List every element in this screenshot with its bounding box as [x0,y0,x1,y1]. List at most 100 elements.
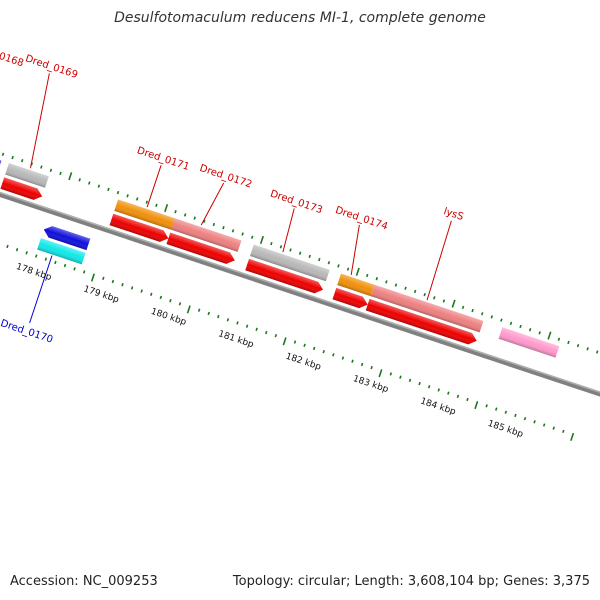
map-title: Desulfotomaculum reducens MI-1, complete… [114,10,486,26]
gene-label[interactable]: Dred_0172 [198,163,253,191]
gene-next-feature[interactable] [498,327,560,358]
reverse-tick [217,314,220,319]
genome-backbone-highlight [0,160,600,396]
reverse-tick [6,244,9,249]
forward-tick [59,171,62,176]
forward-tick [442,299,446,303]
gene-lyss-feature[interactable] [370,284,484,333]
reverse-tick [102,276,105,281]
scale-label-layer: 178 kbp 179 kbp 180 kbp 181 kbp 182 kbp 183 k… [15,262,525,440]
gene-dred-0171-feature[interactable] [114,199,176,230]
reverse-tick [485,404,488,408]
forward-tick [500,318,503,322]
reverse-tick [514,413,517,418]
gene-dred-0174-feature[interactable] [337,273,375,297]
reverse-tick [274,334,278,338]
forward-tick [40,165,43,169]
scale-label: 182 kbp [284,352,322,373]
cds-arrow-dred-0170-reverse[interactable] [42,224,91,251]
cds-arrow-dred-0169[interactable] [0,177,44,202]
forward-tick [355,267,360,276]
scale-label: 184 kbp [419,396,457,417]
gene-label[interactable]: Dred_0173 [269,189,324,217]
reverse-tick [140,289,143,293]
forward-tick [222,225,225,230]
reverse-tick [82,270,86,274]
forward-tick [289,248,292,252]
cds-arrow-dred-0173[interactable] [245,258,325,296]
gene-dred-0170-feature[interactable] [37,238,86,265]
reverse-tick [542,423,546,427]
forward-tick [1,152,5,157]
forward-tick [471,308,474,313]
reverse-tick [427,385,431,389]
label-leader-line [426,220,452,301]
reverse-tick [197,308,201,312]
forward-tick [212,222,216,227]
reverse-tick-row [6,244,575,441]
forward-tick [308,254,311,259]
scale-label: 183 kbp [352,374,390,395]
reverse-tick [341,356,345,360]
forward-tick [49,168,53,172]
gene-label[interactable]: Dred_0174 [334,205,389,233]
reverse-tick [178,302,182,306]
forward-tick [107,187,110,192]
forward-tick [270,241,273,246]
label-leader-line [29,255,53,324]
scale-label: 181 kbp [217,329,255,350]
gene-dred-0169-feature[interactable] [5,163,49,188]
forward-tick [586,347,589,351]
reverse-tick [226,318,230,322]
gene-dred-0168-feature[interactable] [0,131,2,173]
reverse-tick [466,397,469,402]
reverse-tick [282,337,287,346]
forward-tick [567,340,570,345]
forward-tick [519,324,522,329]
reverse-tick [25,251,28,255]
gene-dred-0172-feature[interactable] [171,218,242,252]
scale-label: 185 kbp [486,419,524,440]
forward-tick [385,280,388,284]
forward-tick [528,328,532,332]
reverse-tick [562,429,565,434]
reverse-tick [370,365,373,370]
forward-tick [193,216,196,220]
forward-tick [557,337,561,341]
forward-tick [78,178,81,182]
forward-tick [135,197,139,201]
reverse-tick [293,340,297,344]
reverse-tick [533,420,536,424]
forward-tick [451,299,456,308]
label-leader-line [146,165,162,208]
gene-label[interactable]: Dred_0169 [24,53,79,81]
label-leader-line [282,208,295,253]
cds-arrow-lyss[interactable] [365,298,479,347]
label-leader-line [0,62,10,152]
forward-tick [318,257,321,262]
gene-label[interactable]: Dred_0171 [135,145,190,173]
forward-tick [490,315,494,319]
reverse-tick [159,295,163,300]
cds-arrow-dred-0171[interactable] [109,213,171,244]
cds-arrow-dred-0174[interactable] [332,287,370,310]
reverse-tick [456,394,460,398]
forward-tick [11,155,14,160]
gene-dred-0173-feature[interactable] [249,244,330,282]
gene-label[interactable]: Dred_0170 [0,318,54,346]
reverse-tick [495,407,498,411]
cds-arrow-dred-0172[interactable] [166,232,236,266]
gene-label[interactable]: Dred_0168 [0,42,25,70]
gene-label[interactable]: lysS [442,206,465,223]
forward-tick [538,331,541,335]
reverse-tick [121,283,124,287]
reverse-tick [447,391,450,395]
reverse-tick [312,346,316,351]
forward-tick [509,321,513,325]
forward-tick [164,204,169,213]
forward-tick [346,267,350,271]
reverse-tick [207,311,210,316]
reverse-tick [54,260,57,265]
forward-tick [20,159,24,163]
